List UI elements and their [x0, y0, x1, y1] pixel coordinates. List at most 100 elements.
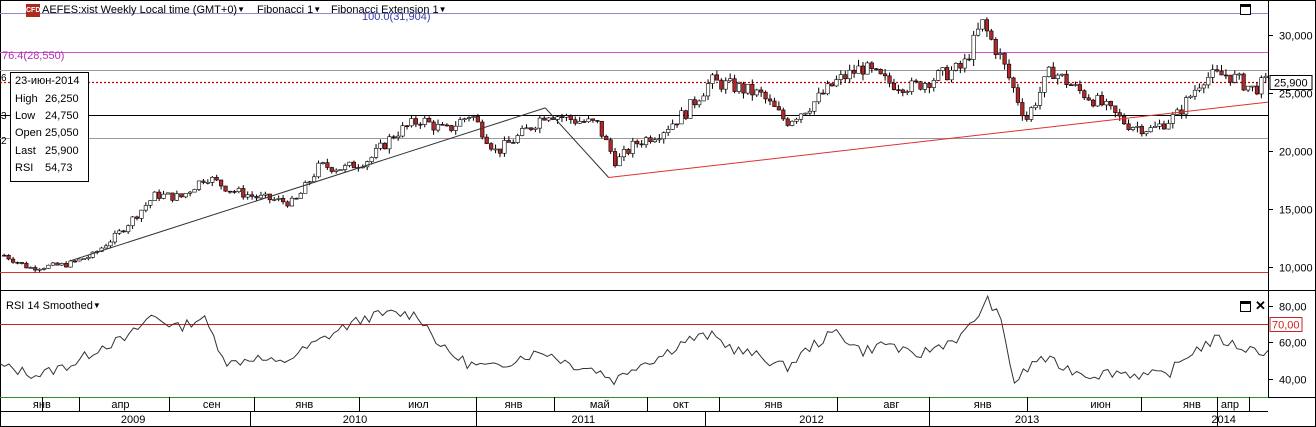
- month-label: янв: [295, 399, 313, 411]
- candle-up: [679, 110, 684, 125]
- month-label: сен: [203, 399, 221, 411]
- month-label: май: [590, 399, 610, 411]
- candle-up: [303, 182, 308, 194]
- candle-up: [537, 117, 542, 129]
- left-edge-label: 6: [1, 73, 7, 84]
- candle-down: [719, 79, 724, 90]
- candle-down: [232, 191, 237, 193]
- candle-up: [652, 139, 657, 143]
- candle-up: [334, 169, 339, 172]
- candle-up: [81, 258, 86, 260]
- maximize-button[interactable]: [1240, 4, 1251, 15]
- candle-down: [382, 142, 387, 150]
- candle-up: [564, 115, 569, 118]
- candle-up: [922, 83, 928, 90]
- candle-down: [6, 254, 11, 260]
- candle-up: [1166, 123, 1171, 130]
- candle-down: [967, 58, 972, 61]
- year-label: 2012: [799, 414, 823, 426]
- candle-down: [843, 74, 848, 80]
- rsi-panel-plot: 40,00 60,00 80,00 70,00: [0, 294, 1307, 398]
- rsi-close-icon[interactable]: ✕: [1255, 298, 1266, 313]
- price-tick-label: 15,000: [1279, 205, 1313, 217]
- rsi-tick-label: 40,00: [1279, 375, 1307, 387]
- candle-down: [613, 151, 618, 167]
- rsi-panel-title[interactable]: RSI 14 Smoothed▼: [6, 300, 101, 312]
- candle-up: [148, 200, 153, 206]
- candle-up: [272, 199, 277, 201]
- candle-up: [258, 194, 264, 199]
- candle-up: [856, 65, 861, 74]
- candle-down: [1077, 84, 1082, 91]
- candle-up: [263, 193, 268, 196]
- candle-up: [130, 216, 135, 227]
- dropdown-caret-icon[interactable]: ▼: [313, 5, 322, 14]
- candle-up: [347, 161, 352, 166]
- ohlc-info-box: 23-июн-2014 High 26,250 Low 24,750 Open 25,…: [10, 72, 89, 182]
- candle-down: [590, 118, 596, 121]
- candle-down: [201, 180, 206, 183]
- month-label: июн: [1090, 399, 1110, 411]
- candle-up: [949, 69, 954, 81]
- candle-up: [1192, 89, 1198, 97]
- candle-up: [971, 34, 976, 60]
- candle-up: [161, 193, 166, 199]
- candle-down: [883, 73, 888, 77]
- rsi-line: [0, 294, 1269, 386]
- candle-up: [1188, 95, 1193, 98]
- candle-up: [838, 74, 843, 80]
- candle-down: [475, 116, 480, 123]
- candle-down: [427, 117, 432, 123]
- candle-up: [705, 83, 711, 97]
- year-label: 2009: [121, 414, 145, 426]
- dropdown-caret-icon[interactable]: ▼: [438, 5, 447, 14]
- left-edge-label: 3: [1, 111, 7, 122]
- info-rsi: RSI 54,73: [15, 162, 73, 174]
- candle-up: [59, 263, 64, 266]
- indicator-fibonacci-extension-1[interactable]: Fibonacci Extension 1▼: [331, 4, 447, 16]
- candle-up: [174, 193, 179, 201]
- month-label: апр: [1221, 399, 1239, 411]
- candle-down: [294, 197, 299, 200]
- candle-down: [767, 98, 773, 102]
- rsi-maximize-button[interactable]: [1240, 301, 1251, 312]
- indicator-fibonacci-1[interactable]: Fibonacci 1▼: [257, 4, 322, 16]
- symbol-title[interactable]: AEFES:xist Weekly Local time (GMT+0)▼: [42, 4, 246, 16]
- month-label: янв: [765, 399, 783, 411]
- candle-up: [1170, 114, 1175, 124]
- month-label: янв: [1183, 399, 1201, 411]
- candle-down: [1219, 70, 1224, 76]
- month-label: янв: [974, 399, 992, 411]
- candle-up: [502, 140, 507, 154]
- dropdown-caret-icon[interactable]: ▼: [92, 301, 101, 310]
- candle-up: [1259, 77, 1264, 95]
- candle-down: [626, 149, 631, 154]
- candle-up: [701, 95, 706, 102]
- candle-down: [33, 267, 38, 271]
- dropdown-caret-icon[interactable]: ▼: [237, 5, 246, 14]
- candle-down: [829, 83, 835, 87]
- candle-up: [103, 245, 109, 249]
- candle-up: [1184, 97, 1189, 115]
- candle-down: [2, 254, 7, 257]
- candle-down: [785, 118, 790, 126]
- candle-up: [546, 117, 551, 121]
- candle-down: [134, 216, 140, 219]
- candle-down: [608, 139, 613, 152]
- candle-down: [1091, 99, 1096, 107]
- candle-down: [449, 125, 454, 131]
- candle-up: [86, 256, 91, 259]
- candle-up: [670, 123, 675, 130]
- month-label: авг: [883, 399, 899, 411]
- candle-up: [396, 135, 401, 139]
- candle-up: [41, 268, 47, 270]
- trend-lines: [69, 101, 1269, 262]
- candle-up: [697, 100, 702, 106]
- candle-up: [975, 28, 981, 36]
- candle-up: [143, 205, 148, 211]
- price-tick-label: 30,000: [1279, 31, 1313, 43]
- candle-down: [635, 140, 640, 145]
- candle-down: [559, 116, 565, 118]
